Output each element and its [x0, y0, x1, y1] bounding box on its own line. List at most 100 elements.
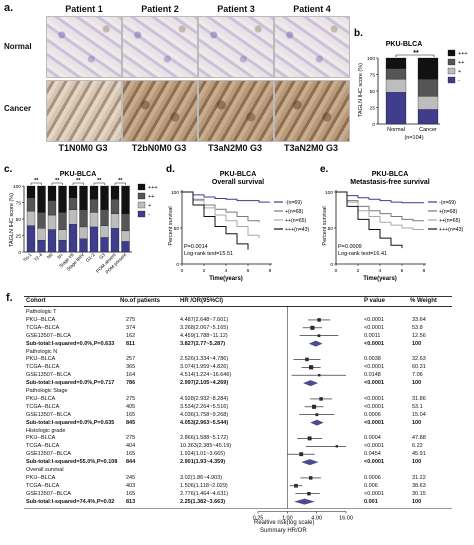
bar-segment [385, 68, 407, 80]
forest-x-tick-label: 16.00 [339, 516, 353, 522]
column-header-patient-4: Patient 4 [293, 4, 331, 14]
forest-cohort: PKU--BLCA [26, 474, 56, 481]
forest-hr: 2.776(1.464~4.631) [180, 490, 229, 497]
forest-hr: 4.928(2.932~8.284) [180, 395, 229, 402]
forest-group-label: Histologic grade [26, 427, 66, 434]
forest-weight: 60.31 [412, 364, 426, 371]
forest-cohort: PKU--BLCA [26, 356, 56, 363]
forest-n: 245 [126, 474, 136, 481]
survival-curve [182, 191, 249, 250]
legend-swatch [447, 76, 456, 84]
bar-segment [47, 200, 57, 216]
ihc-image-cancer-patient-1 [46, 80, 122, 142]
legend-label: - [458, 78, 460, 84]
legend-swatch [137, 201, 146, 209]
x-tick-label: G3 [98, 252, 106, 260]
bar-segment [385, 92, 407, 125]
forest-cohort: GSE13507--BLCA [26, 490, 71, 497]
panel-c-title: PKU-BLCA [60, 171, 97, 178]
forest-point [312, 404, 317, 409]
forest-hr: 2.526(1.334~4.786) [180, 356, 229, 363]
significance-bracket [30, 182, 42, 185]
forest-hr: 4.459(1.788~11.12) [180, 332, 228, 339]
forest-cohort: Sub-total:I-squared=55.0%,P=0.108 [26, 459, 118, 466]
bar-segment [89, 185, 99, 200]
forest-header-p: P value [364, 298, 385, 304]
forest-point [335, 445, 338, 448]
forest-point [294, 483, 298, 488]
forest-p: <0.0001 [364, 316, 385, 323]
forest-point [317, 334, 321, 338]
forest-cohort: GSE13507--BLCA [26, 451, 71, 458]
forest-n: 275 [126, 316, 136, 323]
panel-e-ylabel: Percent survival [322, 206, 328, 245]
bar-segment [37, 239, 46, 253]
x-tick-label: N+ [56, 252, 64, 260]
bar-segment [79, 226, 88, 239]
forest-axis-label-1: Realtive risk(log scale) [254, 520, 315, 526]
x-tick-label: N0 [46, 252, 54, 260]
forest-cohort: PKU--BLCA [26, 435, 56, 442]
forest-hr: 3.827(2.77~5.287) [180, 340, 226, 347]
forest-p: <0.0001 [364, 380, 385, 387]
significance-mark: ** [76, 178, 81, 184]
forest-group-label: Overall survival [26, 467, 64, 473]
forest-p: <0.0001 [364, 443, 385, 450]
ihc-image-cancer-patient-4 [274, 80, 350, 142]
forest-hr: 4.053(2.963~5.544) [180, 419, 229, 426]
forest-diamond [294, 498, 315, 505]
forest-p: <0.0001 [364, 403, 385, 410]
significance-mark: ** [34, 178, 39, 184]
stage-label-patient-3: T3aN2M0 G3 [207, 143, 263, 153]
stage-label-patient-2: T2bN0M0 G3 [131, 143, 187, 153]
panel-e-xlabel: Time(years) [363, 276, 397, 282]
forest-n: 374 [126, 324, 136, 331]
forest-point [308, 476, 313, 480]
x-tick-label: 2 [203, 268, 206, 274]
forest-hr: 4.487(2.648~7.601) [180, 316, 229, 323]
forest-hr: 10.363(2.385~45.19) [180, 443, 232, 450]
y-tick-label: 50 [16, 217, 22, 223]
forest-p: <0.0001 [364, 459, 385, 466]
forest-hr: 3.268(2.067~5.165) [180, 324, 229, 331]
bar-segment [417, 78, 439, 97]
forest-point [315, 413, 319, 417]
forest-p: 0.0148 [364, 372, 381, 379]
panel-b-ylabel: TAGLN IHC score (%) [358, 63, 364, 117]
ihc-image-normal-patient-1 [46, 16, 122, 78]
forest-p: <0.0001 [364, 324, 385, 331]
panel-e-survival-chart: e. PKU-BLCA Metastasis-free survival Per… [320, 164, 464, 282]
forest-hr: 3.074(1.959~4.826) [180, 364, 229, 371]
forest-header-weight: % Weight [410, 298, 437, 304]
forest-n: 275 [126, 395, 136, 402]
panel-c-stacked-bar-chart: c. PKU-BLCA TAGLN IHC score (%) 0 25 50 75 1… [4, 164, 158, 275]
forest-hr: 3.534(2.264~5.516) [180, 403, 229, 410]
panel-e-title-line-1: PKU-BLCA [372, 171, 409, 178]
x-tick-label: 2 [357, 268, 360, 274]
forest-diamond [308, 340, 323, 347]
x-tick-label: G1-2 [85, 252, 96, 263]
forest-n: 165 [126, 451, 136, 458]
y-tick-label: 0 [330, 262, 333, 268]
bar-segment [58, 239, 67, 253]
forest-p: <0.0001 [364, 419, 385, 426]
forest-p: 0.0004 [364, 435, 381, 442]
forest-n: 845 [126, 419, 136, 426]
bar-segment [26, 225, 36, 253]
legend-label: ++ [458, 60, 464, 66]
forest-hr: 4.514(1.224~16.646) [180, 372, 232, 379]
forest-axis-label-2: Summary HR/OR [260, 528, 307, 534]
forest-weight: 45.91 [412, 451, 426, 458]
panel-d-logrank: Log-rank test=15.51 [184, 251, 233, 257]
bar-segment [79, 209, 88, 228]
forest-point [308, 365, 314, 370]
x-tick-label: T2-4 [33, 252, 44, 263]
forest-weight: 12.56 [412, 332, 426, 339]
forest-p: 0.001 [364, 498, 378, 505]
y-tick-label: 75 [370, 72, 376, 78]
forest-weight: 30.15 [412, 490, 426, 497]
forest-weight: 100 [412, 380, 422, 387]
forest-weight: 100 [412, 340, 422, 347]
y-tick-label: 0 [176, 262, 179, 268]
legend-label: ++(n=65) [285, 218, 306, 224]
